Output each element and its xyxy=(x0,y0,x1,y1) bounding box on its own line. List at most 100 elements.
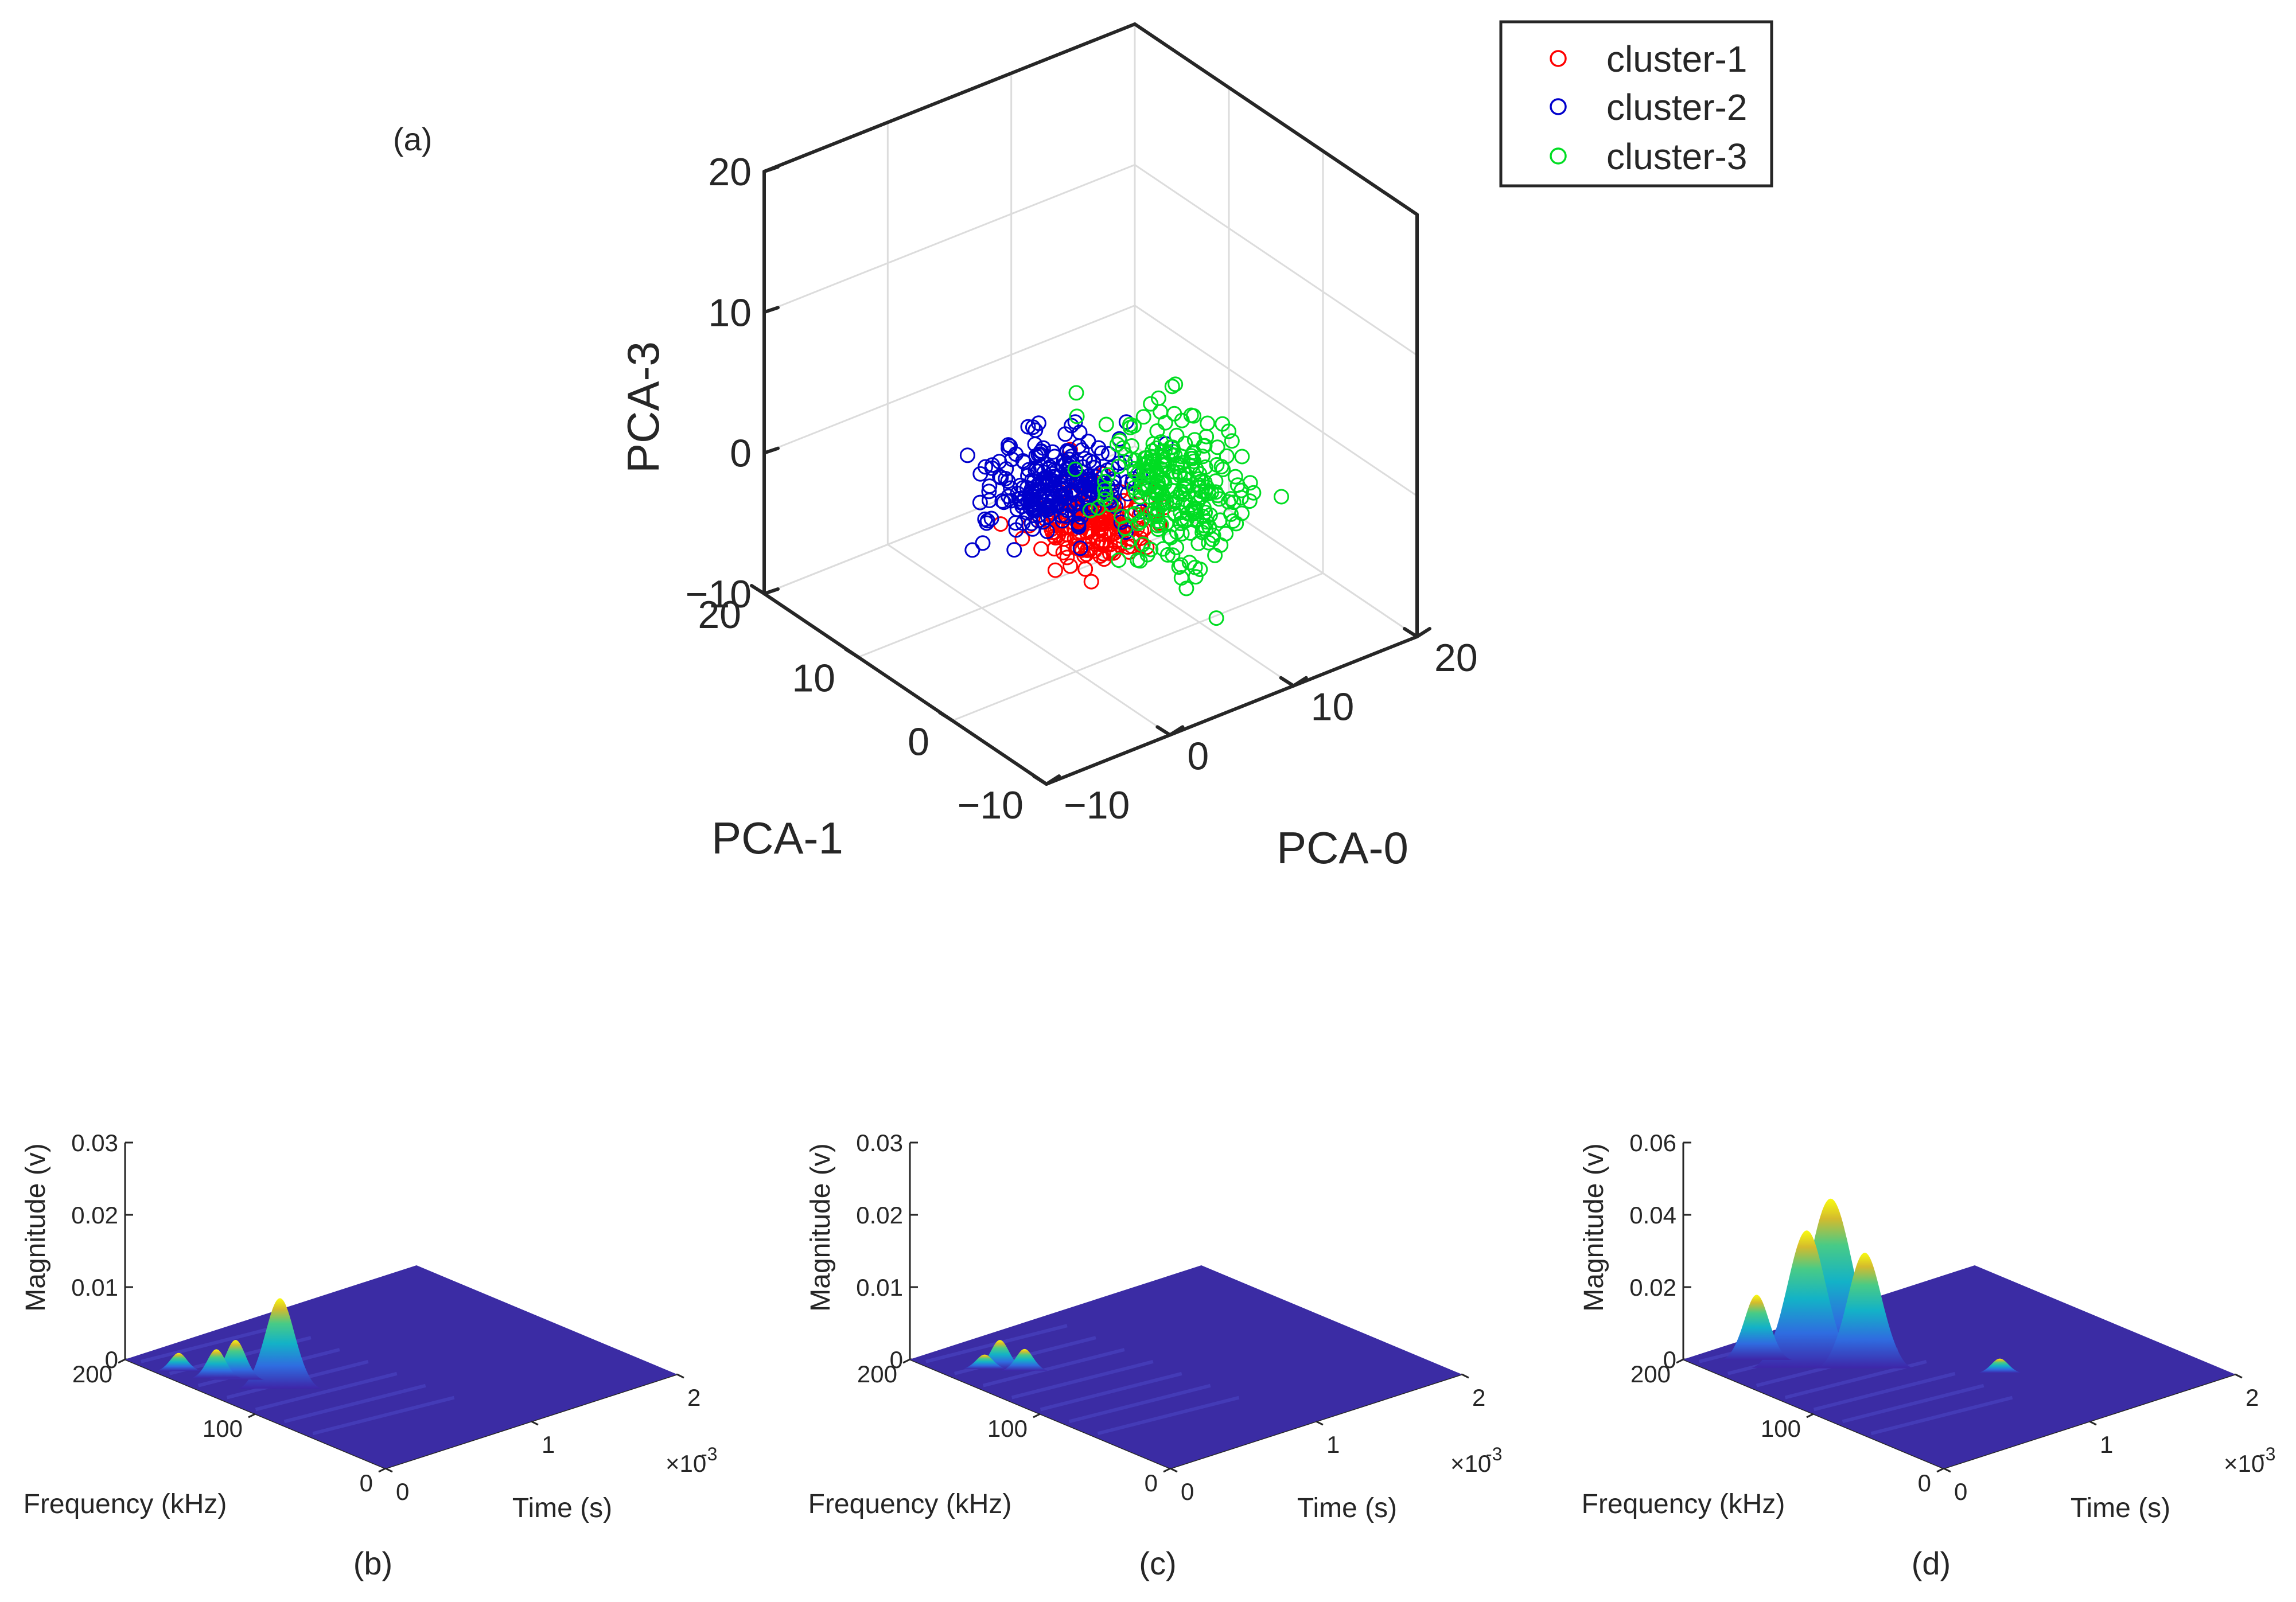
data-point-cluster-3 xyxy=(1139,547,1155,563)
data-point-cluster-1 xyxy=(1063,558,1079,574)
data-point-cluster-2 xyxy=(1033,443,1049,459)
data-point-cluster-3 xyxy=(1189,511,1205,527)
z-tick-label: 0 xyxy=(730,432,752,475)
x-tick-mark xyxy=(1291,676,1308,688)
axes-frame xyxy=(762,22,1419,786)
x-tick-label: 2 xyxy=(687,1384,701,1411)
data-point-cluster-2 xyxy=(1003,480,1019,496)
z-tick-mark xyxy=(762,165,780,173)
data-point-cluster-3 xyxy=(1120,534,1136,550)
grid-line xyxy=(1134,305,1418,497)
z-tick-label: −10 xyxy=(686,572,752,616)
data-point-cluster-3 xyxy=(1069,408,1085,424)
data-point-cluster-3 xyxy=(1067,461,1083,477)
data-point-cluster-2 xyxy=(1064,482,1080,498)
y-tick-label: 20 xyxy=(698,593,741,637)
data-point-cluster-2 xyxy=(1039,523,1055,539)
surface-ridge xyxy=(255,1371,398,1412)
data-point-cluster-3 xyxy=(1163,529,1179,545)
x-tick-mark xyxy=(1045,774,1061,786)
x-tick-mark xyxy=(2235,1373,2243,1379)
y-tick-mark xyxy=(1403,627,1419,638)
data-point-cluster-3 xyxy=(1208,484,1224,500)
surface-peak xyxy=(1815,1253,1914,1369)
surface-ridge xyxy=(1011,1359,1154,1400)
x-tick-label: −10 xyxy=(1064,784,1130,827)
data-point-cluster-2 xyxy=(1006,542,1022,558)
data-point-cluster-2 xyxy=(1073,504,1089,520)
data-point-cluster-3 xyxy=(1143,396,1159,412)
axis-line xyxy=(762,22,1137,173)
x-tick-label: 0 xyxy=(1187,734,1209,778)
surface-base xyxy=(910,1265,1462,1468)
grid-line xyxy=(764,305,1135,454)
data-point-cluster-2 xyxy=(1001,440,1017,456)
y-tick-label: 0 xyxy=(908,720,929,763)
axis-line xyxy=(762,592,1048,786)
data-point-cluster-3 xyxy=(1110,458,1126,474)
data-point-cluster-2 xyxy=(1040,477,1056,493)
surface-peak xyxy=(237,1298,323,1389)
data-point-cluster-2 xyxy=(1072,540,1088,556)
data-point-cluster-3 xyxy=(1090,500,1106,516)
data-point-cluster-3 xyxy=(1209,488,1225,504)
x-tick-label: 2 xyxy=(1472,1384,1485,1411)
data-point-cluster-3 xyxy=(1168,376,1184,392)
data-point-cluster-3 xyxy=(1208,610,1224,626)
x-axis-label: Time (s) xyxy=(2071,1493,2170,1523)
data-point-cluster-2 xyxy=(1064,418,1080,434)
y-tick-label: 0 xyxy=(360,1470,373,1496)
z-tick-label: 0.03 xyxy=(856,1129,903,1156)
data-point-cluster-3 xyxy=(1200,415,1216,431)
data-point-cluster-2 xyxy=(972,494,988,510)
z-tick-label: 0.01 xyxy=(856,1274,903,1301)
y-tick-mark xyxy=(1676,1358,1684,1364)
y-tick-label: 100 xyxy=(1761,1415,1801,1442)
y-tick-mark xyxy=(902,1358,910,1364)
x-tick-mark xyxy=(531,1420,539,1426)
data-point-cluster-2 xyxy=(1071,516,1087,532)
series-cluster-3 xyxy=(1067,376,1289,626)
surface-ridge xyxy=(312,1396,455,1436)
data-point-cluster-3 xyxy=(1188,461,1204,477)
data-point-cluster-2 xyxy=(1025,502,1041,519)
data-point-cluster-3 xyxy=(1098,416,1114,432)
x-tick-label: 0 xyxy=(396,1478,409,1505)
z-tick-label: 0.02 xyxy=(71,1202,118,1229)
data-point-cluster-3 xyxy=(1153,404,1169,420)
y-tick-mark xyxy=(378,1467,386,1473)
data-point-cluster-3 xyxy=(1153,434,1169,450)
data-point-cluster-2 xyxy=(1020,419,1036,435)
z-tick-mark xyxy=(762,587,780,595)
data-point-cluster-3 xyxy=(1139,467,1155,483)
data-point-cluster-3 xyxy=(1207,547,1223,563)
x-tick-mark xyxy=(2089,1420,2097,1426)
x-exponent-label: ×10 xyxy=(1450,1450,1491,1477)
data-point-cluster-3 xyxy=(1225,494,1242,510)
surface-ridge xyxy=(1040,1371,1182,1412)
data-point-cluster-3 xyxy=(1142,506,1158,521)
data-point-cluster-3 xyxy=(1194,449,1211,465)
y-tick-label: 100 xyxy=(203,1415,243,1442)
data-point-cluster-3 xyxy=(1234,505,1250,521)
x-exponent-label: ×10 xyxy=(666,1450,706,1477)
data-point-cluster-1 xyxy=(1033,541,1049,557)
x-tick-label: 2 xyxy=(2246,1384,2259,1411)
y-tick-mark xyxy=(1163,1467,1171,1473)
data-point-cluster-2 xyxy=(1091,440,1107,456)
legend-marker-cluster-2 xyxy=(1550,98,1567,115)
data-point-cluster-3 xyxy=(1154,497,1170,513)
data-point-cluster-3 xyxy=(1149,423,1165,439)
surface-ridge xyxy=(1097,1396,1240,1436)
legend-marker-cluster-1 xyxy=(1550,50,1567,67)
data-point-cluster-3 xyxy=(1115,440,1131,456)
data-point-cluster-1 xyxy=(1083,574,1099,590)
z-tick-label: 20 xyxy=(708,150,752,194)
data-point-cluster-3 xyxy=(1233,482,1250,498)
data-point-cluster-3 xyxy=(1167,447,1183,463)
y-tick-mark xyxy=(1032,774,1048,786)
y-tick-label: 0 xyxy=(1145,1470,1158,1496)
data-point-cluster-3 xyxy=(1149,467,1165,484)
panel-label: (c) xyxy=(1139,1545,1176,1581)
